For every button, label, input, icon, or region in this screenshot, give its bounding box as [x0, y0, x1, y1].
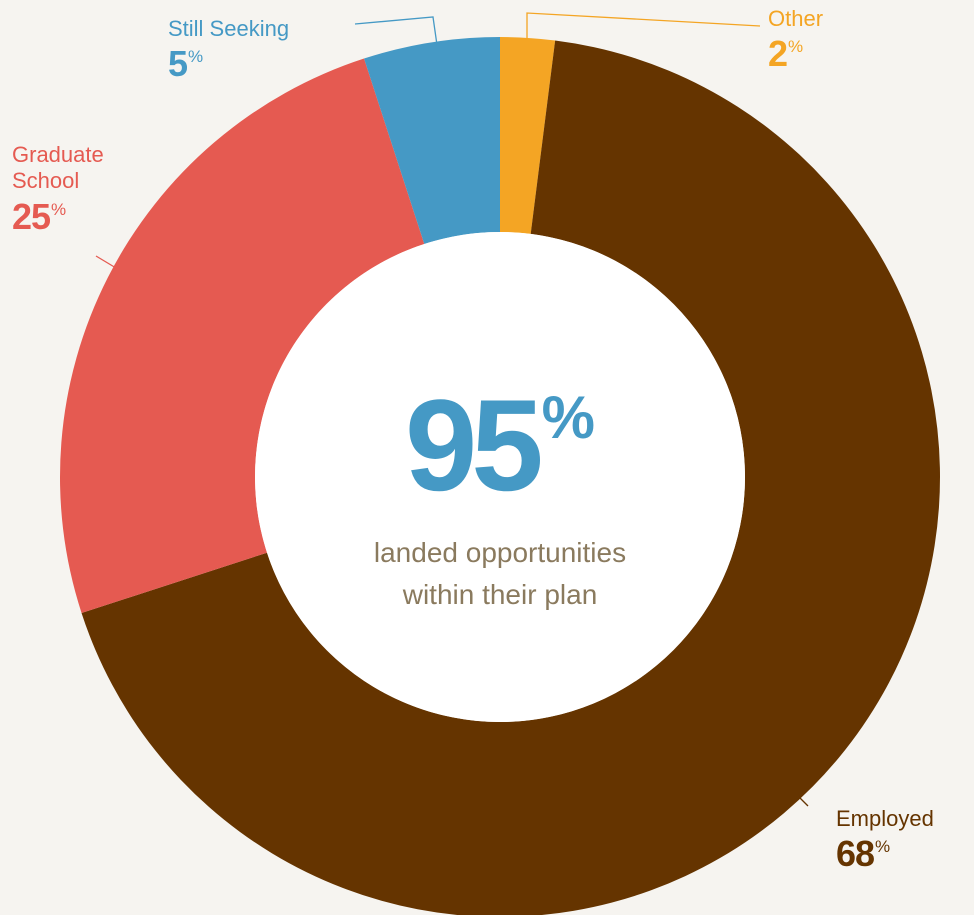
- center-value-unit: %: [541, 384, 595, 451]
- slice-label-percent: 25%: [12, 195, 67, 237]
- donut-slice-other: [500, 37, 556, 234]
- slice-label-name: Still Seeking: [168, 16, 290, 41]
- leader-line-other: [526, 12, 761, 38]
- slice-label-name: Employed: [836, 806, 934, 831]
- slice-label-name: Other: [768, 6, 824, 31]
- donut-slice-graduate-school: [59, 58, 425, 613]
- donut-slice-employed: [81, 40, 940, 915]
- slice-label-still-seeking: Still Seeking 5%: [168, 16, 289, 82]
- slice-label-other: Other 2%: [768, 6, 823, 72]
- slice-label-percent: 68%: [836, 833, 891, 875]
- donut-slices: [59, 37, 940, 915]
- slice-label-name-line1: Graduate: [12, 142, 104, 167]
- center-caption-line2: within their plan: [402, 579, 598, 610]
- leader-line-employed: [787, 785, 809, 807]
- slice-label-graduate-school: Graduate School 25%: [12, 142, 104, 235]
- slice-label-name-line2: School: [12, 168, 80, 194]
- donut-hole: [255, 232, 745, 722]
- slice-label-employed: Employed 68%: [836, 806, 934, 872]
- leader-line-graduate-school: [95, 255, 117, 269]
- center-caption: landed opportunities within their plan: [300, 532, 700, 616]
- center-value: 95%: [360, 380, 640, 510]
- center-value-number: 95: [405, 372, 544, 518]
- leader-lines: [95, 12, 809, 807]
- donut-slice-still-seeking: [364, 37, 500, 244]
- leader-line-still-seeking: [354, 16, 438, 46]
- slice-label-percent: 5%: [168, 43, 204, 85]
- center-caption-line1: landed opportunities: [373, 537, 627, 568]
- slice-label-percent: 2%: [768, 33, 804, 75]
